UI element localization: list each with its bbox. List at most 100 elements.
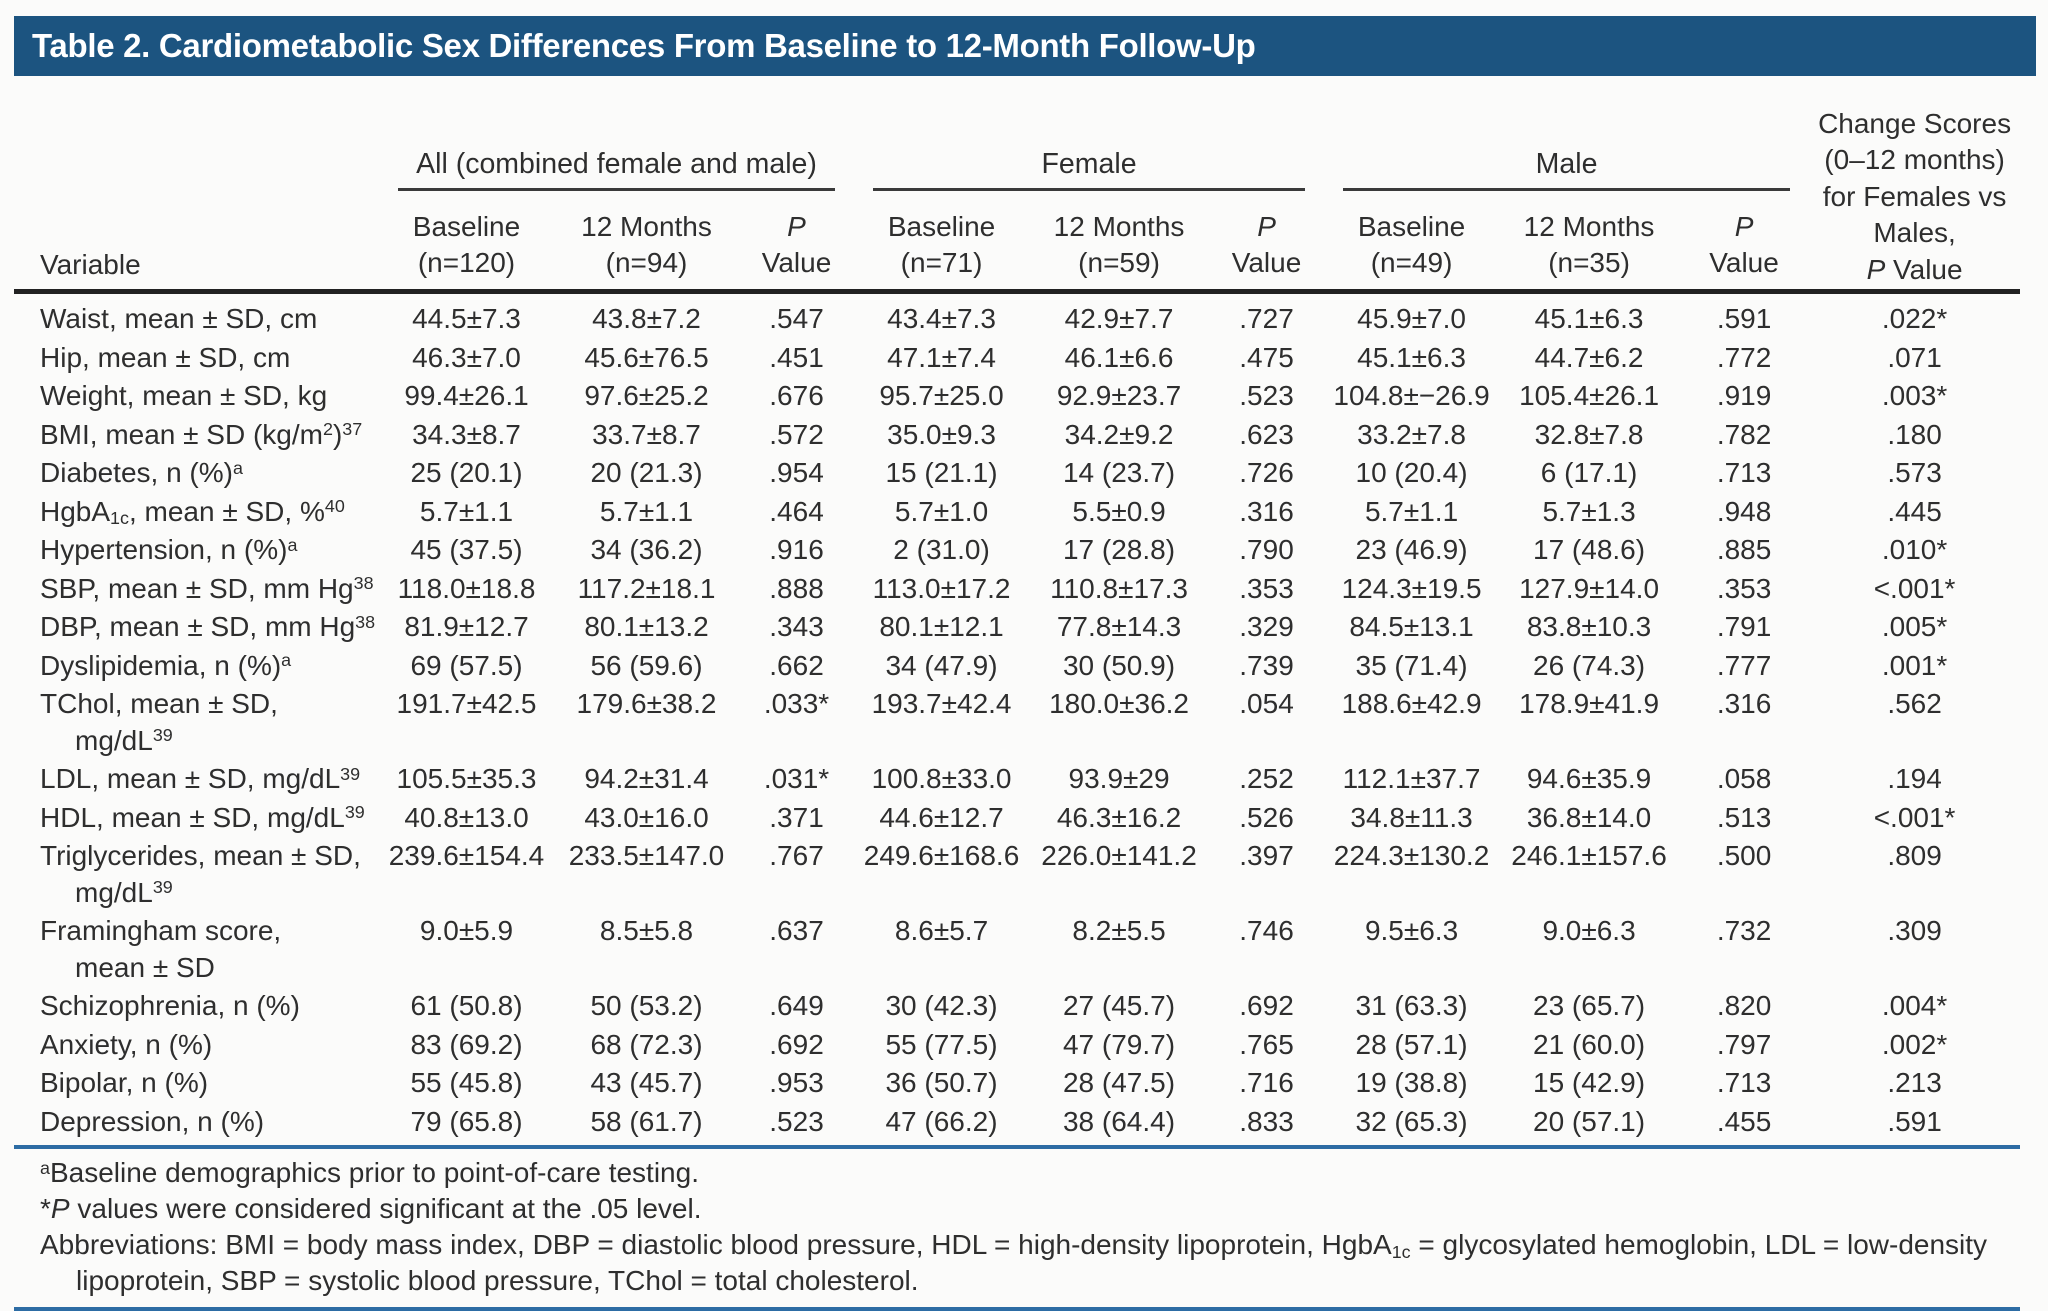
variable-label: LDL, mean ± SD, mg/dL39 (40, 763, 361, 794)
value-cell: 5.7±1.1 (419, 495, 514, 527)
value-cell: 30 (42.3) (885, 990, 998, 1021)
value-cell: 226.0±141.2 (1041, 840, 1197, 871)
value-cell: .591 (1716, 303, 1772, 334)
value-cell: 113.0±17.2 (872, 572, 1011, 604)
value-cell: .649 (769, 990, 824, 1021)
value-cell: 105.5±35.3 (396, 763, 537, 794)
value-cell: .500 (1716, 840, 1772, 871)
value-cell: 27 (45.7) (1062, 990, 1176, 1021)
value-cell: .765 (1239, 1028, 1294, 1060)
value-cell: 45.6±76.5 (584, 341, 709, 373)
value-cell: 15 (21.1) (885, 457, 998, 488)
value-cell: .547 (769, 303, 824, 334)
table-row: Hypertension, n (%)a 45 (37.5) 34 (36.2) .9… (14, 531, 2020, 570)
value-cell: 33.7±8.7 (592, 418, 701, 450)
table-row: HgbA1c, mean ± SD, %40 5.7±1.1 5.7±1.1 .464… (14, 493, 2020, 532)
value-cell: 46.1±6.6 (1064, 341, 1174, 373)
value-cell: .526 (1239, 801, 1294, 833)
value-cell: 43.0±16.0 (584, 801, 709, 833)
group-label-all: All (combined female and male) (398, 148, 836, 191)
table-title: Table 2. Cardiometabolic Sex Differences… (32, 27, 1256, 64)
value-cell: 17 (48.6) (1533, 534, 1646, 565)
value-cell: 9.0±6.3 (1542, 915, 1636, 946)
value-cell: 191.7±42.5 (396, 688, 537, 719)
value-cell: 112.1±37.7 (1342, 763, 1481, 794)
value-cell: 45.1±6.3 (1534, 303, 1644, 334)
value-cell: 104.8±−26.9 (1333, 380, 1490, 411)
value-cell: 61 (50.8) (410, 990, 523, 1021)
variable-label: Waist, mean ± SD, cm (40, 303, 318, 334)
value-cell: .820 (1716, 990, 1772, 1021)
value-cell: .513 (1716, 801, 1772, 833)
col-header-female-pvalue: P Value (1209, 192, 1325, 294)
group-label-male: Male (1343, 148, 1791, 191)
value-cell: 47.1±7.4 (887, 341, 996, 373)
col-header-male-baseline: Baseline (n=49) (1324, 192, 1500, 294)
value-cell: 34 (47.9) (885, 649, 998, 681)
value-cell: .833 (1209, 1102, 1325, 1149)
value-cell: 118.0±18.8 (397, 572, 536, 604)
value-cell: 47 (79.7) (1062, 1028, 1176, 1060)
value-cell: .523 (739, 1102, 855, 1149)
variable-label: Schizophrenia, n (%) (40, 990, 300, 1021)
value-cell: 79 (65.8) (379, 1102, 554, 1149)
value-cell: 34.8±11.3 (1350, 801, 1473, 833)
value-cell: 249.6±168.6 (863, 840, 1020, 871)
value-cell: .397 (1239, 840, 1294, 871)
table-row: Hip, mean ± SD, cm 46.3±7.0 45.6±76.5 .451 4… (14, 339, 2020, 378)
value-cell: 44.6±12.7 (879, 801, 1004, 833)
value-cell: .010* (1881, 534, 1948, 565)
value-cell: 5.7±1.0 (894, 495, 989, 527)
variable-label: Hypertension, n (%)a (40, 534, 298, 565)
group-label-female: Female (873, 148, 1306, 191)
change-scores-column-header: Change Scores (0–12 months) for Females … (1809, 84, 2021, 294)
value-cell: .692 (1239, 990, 1294, 1021)
value-cell: .071 (1887, 341, 1942, 373)
value-cell: 93.9±29 (1068, 763, 1170, 794)
value-cell: 44.5±7.3 (412, 303, 521, 334)
variable-label: Triglycerides, mean ± SD, mg/dL39 (40, 840, 361, 908)
value-cell: .767 (769, 840, 824, 871)
table-row: TChol, mean ± SD, mg/dL39 191.7±42.5 179.6… (14, 685, 2020, 760)
value-cell: .732 (1716, 915, 1772, 946)
value-cell: 56 (59.6) (590, 649, 703, 681)
group-header-female: Female (854, 84, 1324, 192)
value-cell: 94.2±31.4 (584, 763, 709, 794)
variable-label: HgbA1c, mean ± SD, %40 (40, 495, 345, 529)
value-cell: .573 (1887, 457, 1942, 488)
value-cell: .343 (769, 611, 824, 642)
value-cell: 20 (21.3) (590, 457, 703, 488)
group-header-all: All (combined female and male) (379, 84, 854, 192)
value-cell: 42.9±7.7 (1064, 303, 1174, 334)
footnotes: aBaseline demographics prior to point-of… (14, 1155, 2020, 1311)
value-cell: 10 (20.4) (1355, 457, 1468, 488)
value-cell: .676 (769, 380, 824, 411)
value-cell: 55 (45.8) (410, 1067, 523, 1098)
table-container: Variable All (combined female and male) … (14, 84, 2036, 1311)
value-cell: .194 (1887, 763, 1942, 794)
value-cell: 68 (72.3) (590, 1028, 703, 1060)
value-cell: .797 (1716, 1028, 1772, 1060)
value-cell: .790 (1239, 534, 1294, 565)
value-cell: .692 (769, 1028, 824, 1060)
value-cell: 94.6±35.9 (1526, 763, 1652, 794)
table-row: Framingham score, mean ± SD 9.0±5.9 8.5±5.8… (14, 912, 2020, 987)
value-cell: 45.9±7.0 (1357, 303, 1466, 334)
value-cell: .455 (1679, 1102, 1810, 1149)
data-table: Variable All (combined female and male) … (14, 84, 2021, 1149)
change-header-line: (0–12 months) (1824, 144, 2005, 175)
value-cell: .916 (769, 534, 824, 565)
table-row: Depression, n (%) 79 (65.8) 58 (61.7) .523 4… (14, 1102, 2021, 1149)
variable-label: Anxiety, n (%) (40, 1028, 213, 1060)
value-cell: .004* (1881, 990, 1948, 1021)
value-cell: 23 (65.7) (1533, 990, 1646, 1021)
value-cell: 6 (17.1) (1540, 457, 1638, 488)
value-cell: .031* (763, 763, 830, 794)
value-cell: 92.9±23.7 (1056, 380, 1182, 411)
value-cell: .033* (763, 688, 830, 719)
value-cell: 193.7±42.4 (871, 688, 1012, 719)
value-cell: .739 (1239, 649, 1294, 681)
value-cell: .888 (769, 572, 824, 604)
table-row: Bipolar, n (%) 55 (45.8) 43 (45.7) .953 36 (… (14, 1064, 2020, 1103)
value-cell: 188.6±42.9 (1341, 688, 1482, 719)
